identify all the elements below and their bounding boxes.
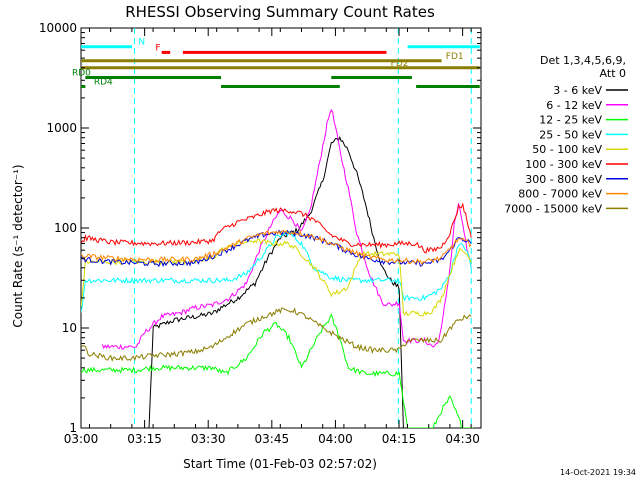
- legend-entry-6: 300 - 800 keV: [525, 173, 602, 186]
- flag-label-2: FD1: [446, 52, 464, 62]
- series-line-4: [81, 238, 472, 317]
- x-axis-label: Start Time (01-Feb-03 02:57:02): [183, 457, 377, 471]
- y-tick-label-0: 1: [69, 421, 77, 435]
- x-tick-label-1: 03:15: [127, 432, 162, 446]
- series-line-5: [81, 202, 472, 254]
- footer-timestamp: 14-Oct-2021 19:34: [560, 468, 636, 477]
- flag-label-5: RD4: [94, 78, 113, 88]
- legend-entry-2: 12 - 25 keV: [539, 114, 602, 127]
- flag-label-0: N: [138, 38, 145, 48]
- x-tick-label-3: 03:45: [255, 432, 290, 446]
- tick-layer: 03:00 03:15 03:30 03:45 04:00 04:15 04:30 1 10 10…: [39, 21, 481, 446]
- y-tick-label-3: 1000: [46, 121, 77, 135]
- series-line-8: [81, 307, 472, 362]
- plot-frame: [80, 27, 482, 429]
- x-tick-label-5: 04:15: [382, 432, 417, 446]
- chart-title: RHESSI Observing Summary Count Rates: [125, 3, 435, 21]
- series-line-0: [81, 135, 480, 428]
- legend-entry-1: 6 - 12 keV: [546, 99, 602, 112]
- y-axis-label: Count Rate (s⁻¹ detector⁻¹): [11, 164, 25, 327]
- series-line-3: [81, 231, 472, 313]
- legend-title-line-2: Att 0: [600, 67, 626, 80]
- legend-entry-0: 3 - 6 keV: [553, 84, 602, 97]
- y-tick-label-1: 10: [62, 321, 77, 335]
- legend: Det 1,3,4,5,6,9, Att 0 3 - 6 keV 6 - 12 k…: [504, 54, 628, 215]
- y-tick-label-4: 10000: [39, 21, 77, 35]
- legend-entry-7: 800 - 7000 keV: [518, 188, 602, 201]
- flag-label-4: RD0: [72, 68, 91, 78]
- x-tick-label-4: 04:00: [318, 432, 353, 446]
- series-layer: [81, 28, 480, 428]
- flag-label-3: FD2: [391, 59, 409, 69]
- legend-entry-8: 7000 - 15000 keV: [504, 202, 602, 215]
- legend-entry-5: 100 - 300 keV: [525, 158, 602, 171]
- flag-label-1: F: [155, 43, 160, 53]
- x-tick-label-6: 04:30: [445, 432, 480, 446]
- legend-title-line-1: Det 1,3,4,5,6,9,: [540, 54, 626, 67]
- series-line-7: [81, 229, 472, 266]
- y-tick-label-2: 100: [54, 221, 77, 235]
- legend-entry-4: 50 - 100 keV: [532, 143, 602, 156]
- x-tick-label-2: 03:30: [191, 432, 226, 446]
- legend-entry-3: 25 - 50 keV: [539, 128, 602, 141]
- x-tick-label-0: 03:00: [64, 432, 99, 446]
- series-line-2: [81, 313, 476, 428]
